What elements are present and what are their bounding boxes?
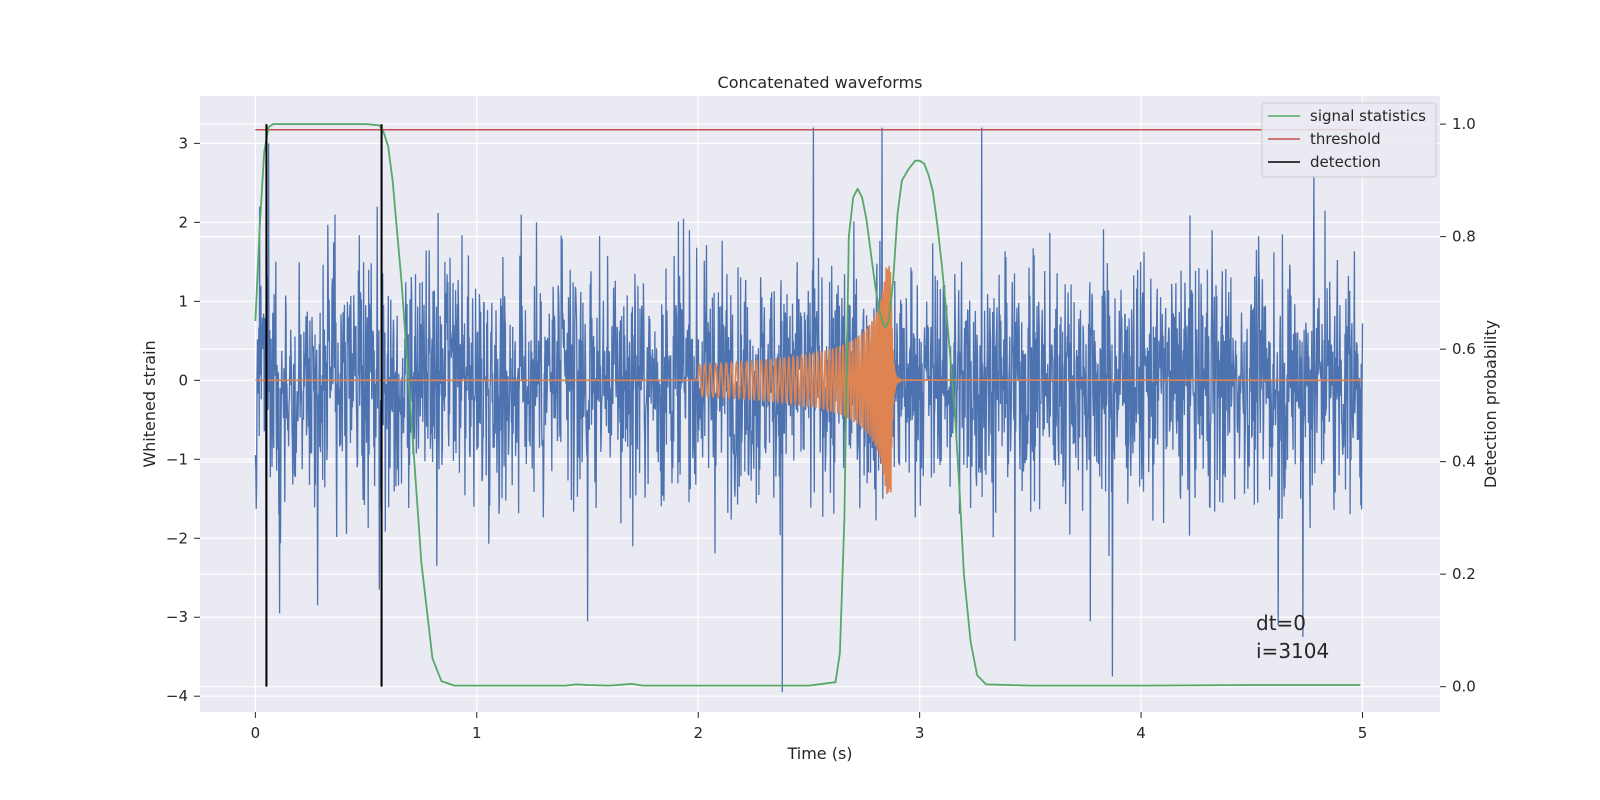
legend-label-detection: detection [1310,153,1381,171]
probability-series [254,123,1363,687]
y2-axis-label: Detection probability [1481,320,1500,488]
waveform-line [255,265,1363,495]
x-axis-label: Time (s) [786,744,852,763]
legend-label-threshold: threshold [1310,130,1381,148]
x-tick-label: 4 [1136,724,1146,742]
y-tick-label: −2 [166,529,188,547]
y2-tick-label: 0.6 [1452,340,1476,358]
chart-title: Concatenated waveforms [718,73,923,92]
waveform-series [255,265,1363,495]
y-tick-label: −3 [166,608,188,626]
y-tick-label: −4 [166,687,188,705]
y2-tick-label: 0.0 [1452,678,1476,696]
annotation-dt: dt=0 [1256,611,1306,635]
x-tick-label: 0 [251,724,261,742]
axis-ticks: 0 1 2 3 4 5 −4 −3 −2 −1 0 1 2 3 0.0 0.2 0.4 0.6 0.8 1.0 [166,115,1476,742]
y2-tick-label: 0.2 [1452,565,1476,583]
y2-tick-label: 0.8 [1452,228,1476,246]
x-tick-label: 1 [472,724,482,742]
y2-tick-label: 0.4 [1452,453,1476,471]
y-tick-label: 1 [178,292,188,310]
y-tick-label: 2 [178,213,188,231]
x-tick-label: 3 [915,724,925,742]
y2-tick-label: 1.0 [1452,115,1476,133]
legend: signal statistics threshold detection [1261,102,1437,178]
y-tick-label: 3 [178,134,188,152]
y-tick-label: −1 [166,450,188,468]
signal-statistics-line [254,123,1361,687]
x-tick-label: 2 [693,724,703,742]
grid [200,96,1440,712]
legend-label-signal-statistics: signal statistics [1310,107,1426,125]
annotation-index: i=3104 [1256,639,1329,663]
y-axis-label: Whitened strain [140,340,159,467]
plot-area [200,96,1440,712]
legend-box [1261,102,1437,178]
y-tick-label: 0 [178,371,188,389]
x-tick-label: 5 [1358,724,1368,742]
